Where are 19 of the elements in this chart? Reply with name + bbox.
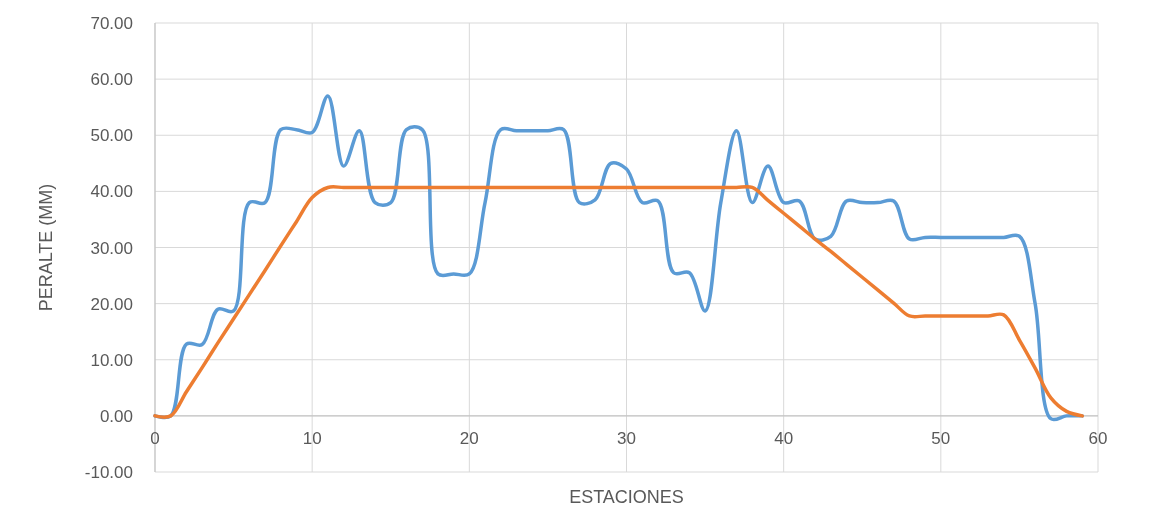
y-tick-label: 50.00 — [90, 126, 133, 146]
x-tick-label: 50 — [931, 428, 951, 448]
y-tick-label: 0.00 — [99, 406, 133, 426]
x-tick-label: 10 — [302, 428, 322, 448]
line-series — [153, 184, 1085, 419]
y-tick-label: 60.00 — [90, 70, 133, 90]
x-axis-title: ESTACIONES — [569, 487, 684, 507]
x-tick-label: 60 — [1088, 428, 1108, 448]
y-tick-label: 40.00 — [90, 182, 133, 202]
y-tick-label: -10.00 — [84, 463, 133, 482]
x-tick-label: 30 — [617, 428, 636, 448]
x-tick-label: 20 — [459, 428, 479, 448]
y-tick-label: 20.00 — [90, 294, 133, 314]
x-tick-label: 40 — [774, 428, 794, 448]
y-axis-title: PERALTE (MM) — [36, 183, 56, 312]
y-tick-label: 10.00 — [90, 350, 133, 370]
y-tick-label: 70.00 — [90, 14, 133, 33]
y-tick-label: 30.00 — [90, 238, 133, 258]
x-tick-label: 0 — [150, 428, 160, 448]
